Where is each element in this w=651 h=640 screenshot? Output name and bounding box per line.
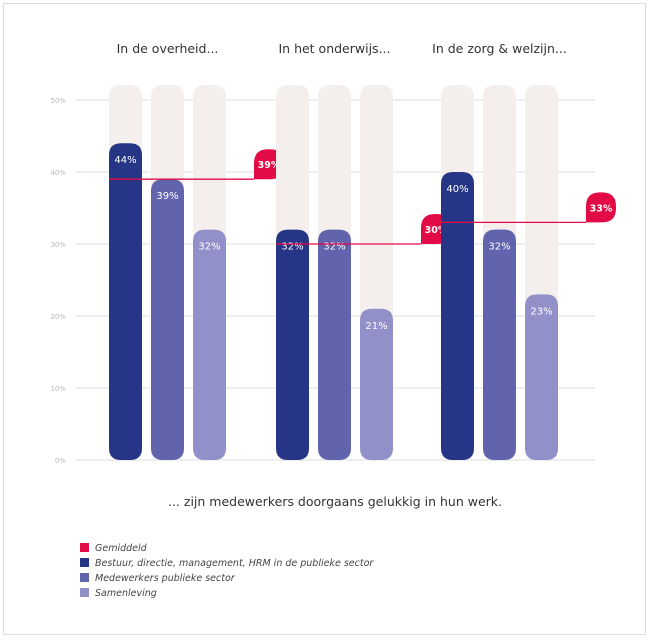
group-title: In de zorg & welzijn...	[432, 41, 567, 56]
legend-label: Medewerkers publieke sector	[95, 573, 236, 584]
legend-label: Samenleving	[95, 588, 157, 599]
bar	[441, 172, 474, 460]
average-value-label: 33%	[590, 203, 613, 214]
average-badge	[586, 192, 616, 223]
bar	[318, 229, 351, 460]
bar	[109, 143, 142, 460]
average-value-label: 30%	[425, 225, 448, 236]
bar-value-label: 21%	[365, 321, 387, 332]
legend-label: Gemiddeld	[95, 543, 148, 554]
legend-swatch	[80, 573, 89, 582]
legend-swatch	[80, 543, 89, 552]
chart-caption: ... zijn medewerkers doorgaans gelukkig …	[168, 494, 502, 509]
legend-label: Bestuur, directie, management, HRM in de…	[95, 558, 374, 569]
group-title: In het onderwijs...	[278, 41, 390, 56]
bar	[193, 229, 226, 460]
average-value-label: 39%	[258, 160, 281, 171]
bar	[360, 308, 393, 460]
y-tick-label: 20%	[50, 313, 66, 321]
legend-swatch	[80, 558, 89, 567]
bar-value-label: 32%	[281, 242, 303, 253]
y-tick-label: 50%	[50, 97, 66, 105]
bar-value-label: 40%	[446, 184, 468, 195]
bar-value-label: 32%	[323, 242, 345, 253]
bar-value-label: 32%	[488, 242, 510, 253]
y-tick-label: 10%	[50, 385, 66, 393]
group-title: In de overheid...	[117, 41, 219, 56]
bar	[483, 229, 516, 460]
bar	[525, 294, 558, 460]
y-tick-label: 0%	[55, 457, 66, 465]
y-tick-label: 30%	[50, 241, 66, 249]
bar	[276, 229, 309, 460]
y-tick-label: 40%	[50, 169, 66, 177]
bar-value-label: 44%	[114, 155, 136, 166]
bar-value-label: 23%	[530, 306, 552, 317]
bar	[151, 179, 184, 460]
legend-swatch	[80, 588, 89, 597]
bar-value-label: 39%	[156, 191, 178, 202]
bar-value-label: 32%	[198, 242, 220, 253]
